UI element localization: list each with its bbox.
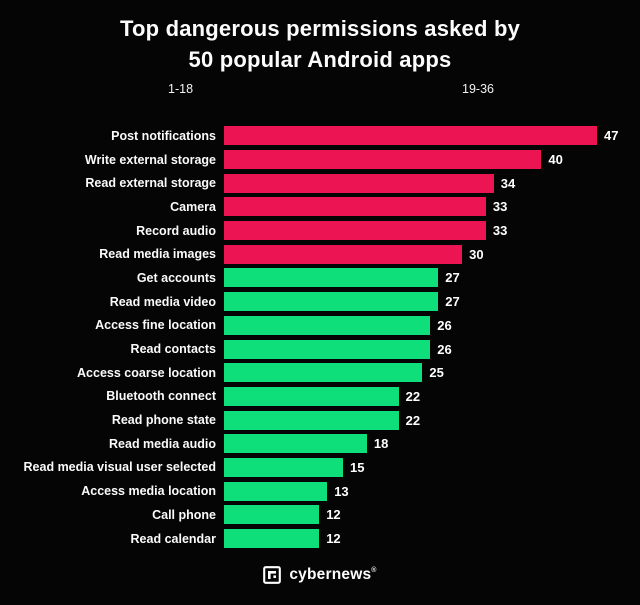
bar-label: Read contacts (130, 342, 216, 357)
bar-label: Camera (170, 199, 216, 214)
bar-label: Access coarse location (77, 365, 216, 380)
chart-row: Access fine location 26 (0, 314, 640, 338)
bar-value: 22 (405, 412, 421, 428)
brand-footer: cybernews® (0, 566, 640, 585)
bar-value: 30 (469, 246, 484, 262)
bar-label: Write external storage (84, 152, 216, 167)
tab-range-1-18[interactable]: 1-18 (168, 82, 194, 96)
bar (224, 150, 542, 170)
range-tabs: 1-18 19-36 (0, 82, 640, 98)
bar (224, 315, 431, 335)
bar-value: 34 (500, 175, 516, 191)
bar (224, 457, 343, 477)
chart-row: Record audio 33 (0, 219, 640, 243)
chart-row: Bluetooth connect 22 (0, 385, 640, 409)
chart-row: Read phone state 22 (0, 408, 640, 432)
bar-label: Access media location (81, 484, 216, 499)
chart-row: Read media audio 18 (0, 432, 640, 456)
bar (224, 173, 494, 193)
chart-row: Read media video 27 (0, 290, 640, 314)
bar-value: 27 (445, 270, 460, 286)
bar (224, 244, 463, 264)
bar-value: 26 (437, 341, 452, 357)
bar-value: 25 (429, 365, 444, 381)
bar-label: Read media images (99, 247, 216, 262)
bar-value: 33 (492, 199, 508, 215)
bar-label: Record audio (136, 223, 216, 238)
bar-value: 12 (326, 507, 341, 523)
bar-label: Read phone state (111, 413, 216, 428)
title-line-2: 50 popular Android apps (188, 47, 452, 72)
bar-label: Read media audio (109, 436, 216, 451)
chart-row: Post notifications 47 (0, 124, 640, 148)
bar-label: Read external storage (85, 176, 216, 191)
chart-row: Read media images 30 (0, 242, 640, 266)
bar (224, 529, 320, 549)
tab-range-19-36[interactable]: 19-36 (462, 82, 494, 96)
bar-label: Access fine location (95, 318, 216, 333)
bar-value: 22 (405, 388, 421, 404)
bar-value: 18 (373, 436, 389, 452)
bar (224, 221, 486, 241)
bar (224, 386, 399, 406)
bar-value: 26 (437, 317, 452, 333)
bar-value: 27 (445, 294, 460, 310)
chart-row: Read calendar 12 (0, 527, 640, 551)
bar-value: 40 (548, 152, 563, 168)
bar-label: Read media video (109, 294, 216, 309)
bar-value: 47 (604, 128, 619, 144)
bar-value: 12 (326, 531, 341, 547)
bar (224, 363, 423, 383)
chart-row: Call phone 12 (0, 503, 640, 527)
chart-row: Read media visual user selected 15 (0, 456, 640, 480)
bar (224, 410, 399, 430)
title-line-1: Top dangerous permissions asked by (119, 16, 521, 41)
chart-row: Access media location 13 (0, 479, 640, 503)
chart-row: Access coarse location 25 (0, 361, 640, 385)
chart-row: Read contacts 26 (0, 337, 640, 361)
bar (224, 126, 597, 146)
bar-label: Post notifications (111, 128, 216, 143)
bar (224, 434, 367, 454)
registered-trademark: ® (371, 567, 377, 575)
bar (224, 197, 486, 217)
bar-label: Call phone (152, 507, 216, 522)
chart-row: Get accounts 27 (0, 266, 640, 290)
page-title: Top dangerous permissions asked by 50 po… (0, 13, 640, 75)
bar-chart: Post notifications 47 Write external sto… (0, 124, 640, 550)
bar-label: Bluetooth connect (106, 389, 216, 404)
bar (224, 268, 439, 288)
chart-row: Camera 33 (0, 195, 640, 219)
cybernews-logo-icon (263, 566, 282, 585)
bar-value: 13 (334, 483, 349, 499)
bar-value: 33 (492, 223, 508, 239)
bar-value: 15 (350, 459, 365, 475)
bar-label: Read media visual user selected (23, 460, 216, 475)
bar (224, 339, 431, 359)
bar (224, 481, 328, 501)
bar (224, 292, 439, 312)
bar-label: Read calendar (130, 531, 216, 546)
chart-row: Write external storage 40 (0, 148, 640, 172)
bar (224, 505, 320, 525)
brand-name: cybernews® (289, 566, 377, 584)
chart-row: Read external storage 34 (0, 171, 640, 195)
bar-label: Get accounts (136, 270, 216, 285)
